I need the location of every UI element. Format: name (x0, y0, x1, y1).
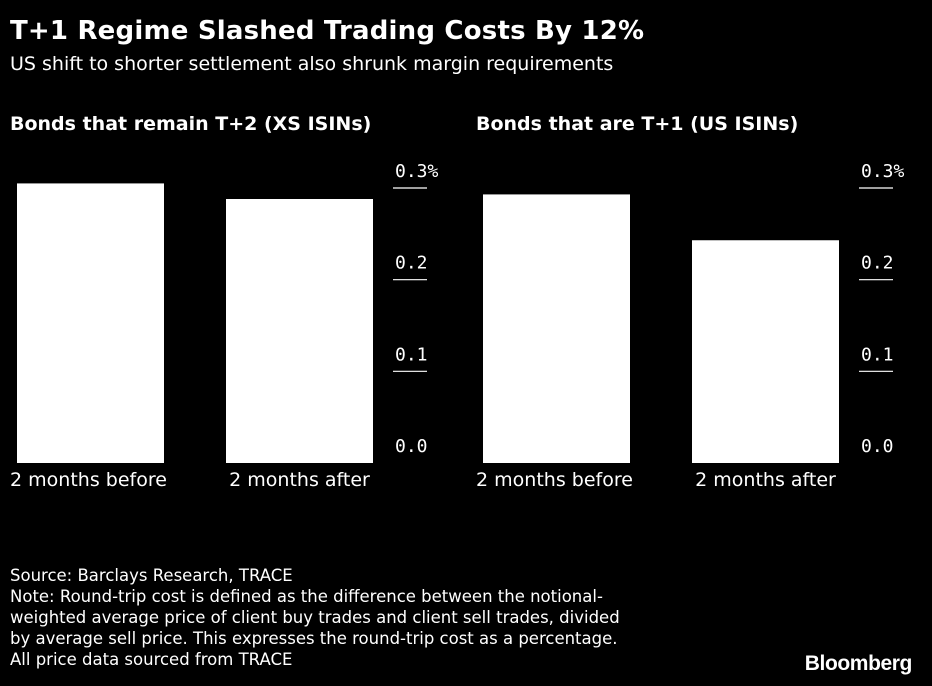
panel-title-t2: Bonds that remain T+2 (XS ISINs) (10, 113, 372, 135)
footer-notes: Source: Barclays Research, TRACE Note: R… (10, 565, 790, 670)
y-tick-label-2-1: 0.0 (861, 436, 894, 457)
source-text: Source: Barclays Research, TRACE (10, 566, 293, 585)
y-tick-label-1-1: 0.0 (395, 436, 428, 457)
bar-1-2 (226, 199, 373, 463)
chart-title: T+1 Regime Slashed Trading Costs By 12% (10, 16, 645, 46)
y-tick-label-2-4: 0.3% (861, 161, 905, 182)
note-line-1: Note: Round-trip cost is defined as the … (10, 587, 603, 606)
panel-title-t1: Bonds that are T+1 (US ISINs) (476, 113, 799, 135)
bar-2-1 (483, 194, 630, 463)
y-tick-label-1-2: 0.1 (395, 344, 428, 365)
note-line-3: by average sell price. This expresses th… (10, 629, 618, 648)
bloomberg-logo: Bloomberg (804, 652, 913, 675)
y-tick-label-2-3: 0.2 (861, 253, 894, 274)
category-label-2-2: 2 months after (695, 469, 836, 491)
y-tick-label-2-2: 0.1 (861, 344, 894, 365)
bar-2-2 (692, 240, 839, 463)
y-tick-label-1-3: 0.2 (395, 253, 428, 274)
y-tick-label-1-4: 0.3% (395, 161, 439, 182)
chart-subtitle: US shift to shorter settlement also shru… (10, 53, 614, 75)
category-label-2-1: 2 months before (476, 469, 633, 491)
bar-1-1 (17, 183, 164, 463)
category-label-1-2: 2 months after (229, 469, 370, 491)
category-label-1-1: 2 months before (10, 469, 167, 491)
note-line-2: weighted average price of client buy tra… (10, 608, 620, 627)
note-line-4: All price data sourced from TRACE (10, 650, 293, 669)
